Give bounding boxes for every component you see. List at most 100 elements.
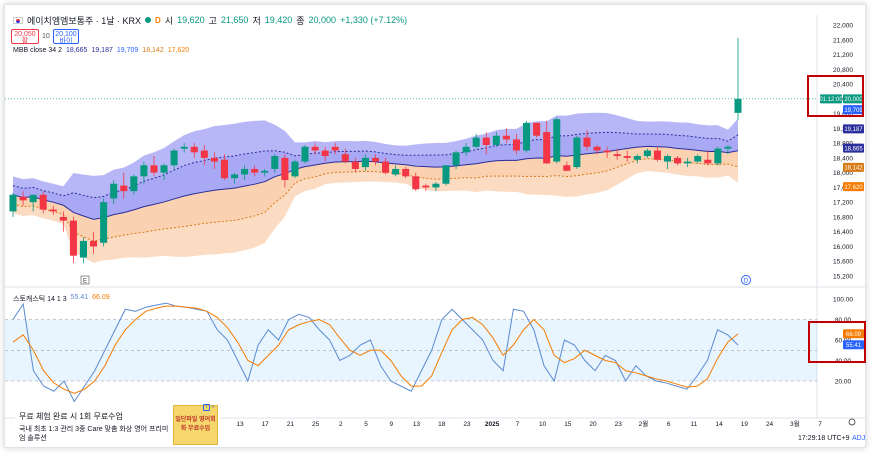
candle-body[interactable] <box>311 146 319 151</box>
candle-body[interactable] <box>674 157 682 164</box>
candle-body[interactable] <box>724 146 732 149</box>
ad-description[interactable]: 국내 최초 1:3 관리 3중 Care 맞춤 화상 영어 프리미엄 솔루션 <box>19 426 169 442</box>
candle-body[interactable] <box>281 157 289 181</box>
candle-body[interactable] <box>472 137 480 147</box>
candle-body[interactable] <box>371 157 380 162</box>
stochastic-k-tag[interactable] <box>843 340 864 350</box>
candle-body[interactable] <box>130 176 138 192</box>
candle-body[interactable] <box>432 183 440 188</box>
candle-body[interactable] <box>502 135 510 140</box>
adj-toggle[interactable]: ADJ <box>852 435 866 442</box>
candle-body[interactable] <box>593 146 601 151</box>
candle-body[interactable] <box>684 161 692 164</box>
ad-image[interactable]: 일단파일 영어회화 무료수업 <box>173 405 218 445</box>
ad-title[interactable]: 무료 체험 완료 시 1회 무료수업 <box>19 412 123 421</box>
time-axis[interactable]: 13 17 21 25 2 5 9 13 18 23 2025 7 10 15 20 23 2월 6 11 14 19 2… <box>236 419 822 428</box>
candle-body[interactable] <box>291 161 299 177</box>
candle-body[interactable] <box>210 157 218 162</box>
candle-body[interactable] <box>462 146 470 153</box>
buy-button[interactable]: 20,100 바이 <box>53 29 79 45</box>
candle-body[interactable] <box>361 157 369 168</box>
candle-body[interactable] <box>412 176 420 190</box>
stochastic-d-tag[interactable] <box>843 329 864 339</box>
last-price-tag[interactable] <box>843 94 864 104</box>
candle-body[interactable] <box>241 168 249 175</box>
candle-body[interactable] <box>613 154 621 157</box>
candle-body[interactable] <box>110 183 118 199</box>
candle-body[interactable] <box>351 161 359 169</box>
dividend-marker[interactable] <box>741 275 751 285</box>
candle-body[interactable] <box>39 194 47 210</box>
candle-body[interactable] <box>714 148 722 164</box>
candle-body[interactable] <box>231 174 239 179</box>
candle-body[interactable] <box>59 216 67 221</box>
candle-body[interactable] <box>220 159 228 179</box>
candle-body[interactable] <box>9 194 17 212</box>
upper-band-tag[interactable] <box>843 105 864 115</box>
candle-body[interactable] <box>69 220 77 256</box>
candle-body[interactable] <box>512 139 520 151</box>
candle-body[interactable] <box>251 168 259 173</box>
candle-body[interactable] <box>100 202 108 243</box>
candle-body[interactable] <box>653 150 661 160</box>
price-axis[interactable]: 22,000 21,600 21,200 20,800 20,400 20,000 19,6… <box>819 23 864 386</box>
lower-band-tag[interactable] <box>843 162 864 172</box>
candle-body[interactable] <box>392 168 400 175</box>
candle-body[interactable] <box>523 122 531 151</box>
candle-body[interactable] <box>452 152 460 166</box>
gear-icon[interactable] <box>848 418 856 426</box>
candle-body[interactable] <box>573 137 581 168</box>
candle-body[interactable] <box>341 154 349 162</box>
ad-info-icon[interactable]: i <box>203 404 210 411</box>
candle-body[interactable] <box>301 146 309 162</box>
candle-body[interactable] <box>19 196 27 201</box>
candle-body[interactable] <box>321 150 329 157</box>
candle-body[interactable] <box>704 159 712 164</box>
indicator-legend[interactable]: MBB close 34 2 18,665 19,187 19,709 18,1… <box>13 47 189 54</box>
candle-body[interactable] <box>382 161 390 173</box>
candle-body[interactable] <box>583 137 591 147</box>
candle-body[interactable] <box>402 168 410 177</box>
candle-body[interactable] <box>271 156 279 169</box>
candle-body[interactable] <box>543 132 551 164</box>
candle-body[interactable] <box>482 137 490 145</box>
candle-body[interactable] <box>170 150 178 166</box>
mid-band-tag[interactable] <box>843 124 864 134</box>
candle-body[interactable] <box>150 165 158 173</box>
candle-body[interactable] <box>633 156 641 160</box>
candle-body[interactable] <box>200 150 208 158</box>
candle-body[interactable] <box>90 240 98 247</box>
lower2-band-tag[interactable] <box>843 182 864 192</box>
chart-canvas[interactable]: 22,000 21,600 21,200 20,800 20,400 20,000 19,6… <box>5 5 867 449</box>
candle-body[interactable] <box>422 185 430 188</box>
ad-banner[interactable]: 무료 체험 완료 시 1회 무료수업 국내 최초 1:3 관리 3중 Care … <box>15 403 220 447</box>
sell-button[interactable]: 20,050 팔 <box>11 29 39 45</box>
clock-time[interactable]: 17:29:18 UTC+9 <box>798 435 850 442</box>
earnings-marker[interactable] <box>80 275 90 285</box>
candle-body[interactable] <box>120 185 128 192</box>
candle-body[interactable] <box>49 209 57 212</box>
stochastic-legend[interactable]: 스토캐스틱 14 1 3 55.41 66.09 <box>13 294 110 304</box>
basis-tag[interactable] <box>843 143 864 153</box>
candle-body[interactable] <box>442 165 450 184</box>
candle-body[interactable] <box>160 165 168 173</box>
symbol-title[interactable]: 에이치엠엠보통주 · 1날 · KRX <box>27 15 142 26</box>
candle-body[interactable] <box>190 146 198 153</box>
candle-body[interactable] <box>563 165 571 171</box>
candle-body[interactable] <box>553 119 561 162</box>
candle-body[interactable] <box>29 194 37 203</box>
candle-body[interactable] <box>603 150 611 153</box>
candle-body[interactable] <box>533 122 541 136</box>
candlestick-series[interactable] <box>9 37 742 264</box>
candle-body[interactable] <box>79 240 88 258</box>
candle-body[interactable] <box>734 98 742 113</box>
candle-body[interactable] <box>331 146 339 151</box>
close-icon[interactable]: × <box>211 404 216 411</box>
candle-body[interactable] <box>492 135 500 145</box>
candle-body[interactable] <box>261 170 269 173</box>
candle-body[interactable] <box>694 156 702 162</box>
candle-body[interactable] <box>643 150 651 157</box>
candle-body[interactable] <box>180 146 188 149</box>
candle-body[interactable] <box>623 156 631 158</box>
candle-body[interactable] <box>663 156 672 162</box>
